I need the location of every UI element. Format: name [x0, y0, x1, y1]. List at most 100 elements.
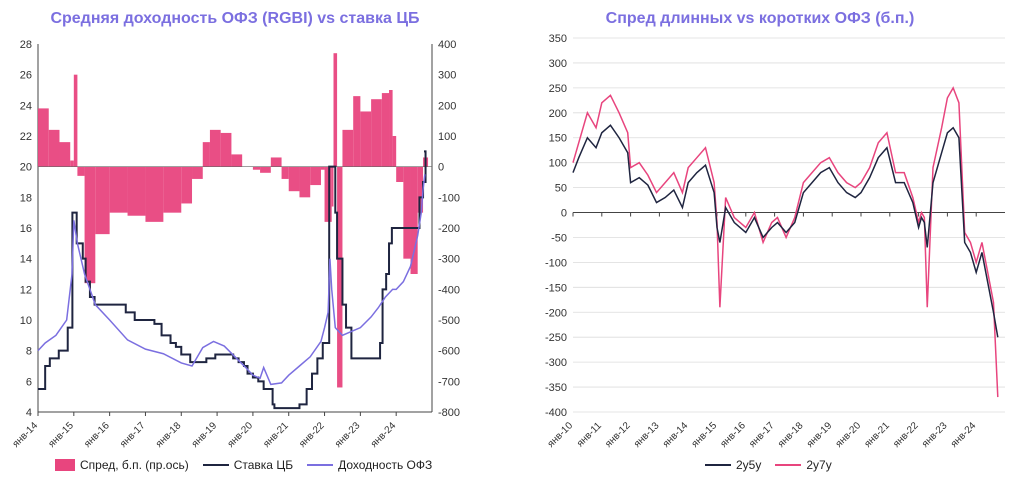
spread-2y7y-line — [572, 86, 999, 398]
y-tick-label: 4 — [26, 407, 32, 419]
x-tick-label: янв-24 — [369, 420, 399, 450]
spread-bar — [337, 166, 343, 388]
y-tick-label: -200 — [545, 307, 567, 319]
spread-bar — [95, 166, 110, 235]
legend-label-ofz-yield: Доходность ОФЗ — [338, 458, 433, 472]
spread-bar — [299, 166, 311, 198]
x-tick-label: янв-15 — [46, 420, 76, 450]
y2-tick-label: -100 — [438, 192, 460, 204]
right-chart-svg: 350 300 250 200 150 100 50 0 -50 -100 -150 -200 -250… — [545, 33, 1005, 450]
y-tick-label: 22 — [20, 131, 32, 143]
y-tick-label: -100 — [545, 257, 567, 269]
x-tick-label: янв-16 — [82, 420, 112, 450]
x-tick-label: янв-18 — [154, 420, 184, 450]
spread-bar — [77, 166, 85, 176]
spread-bar — [48, 129, 60, 167]
y-tick-label: 12 — [20, 284, 32, 296]
y-tick-label: -300 — [545, 357, 567, 369]
right-chart-panel: Спред длинных vs коротких ОФЗ (б.п.) 350… — [505, 0, 1015, 483]
y-tick-label: 6 — [26, 376, 32, 388]
left-legend: Спред, б.п. (пр.ось) Ставка ЦБ Доходност… — [55, 458, 446, 472]
y-tick-label: 200 — [549, 108, 567, 120]
y2-tick-label: -600 — [438, 346, 460, 358]
y2-tick-label: -200 — [438, 223, 460, 235]
y2-tick-label: 0 — [438, 162, 444, 174]
y-tick-label: -50 — [551, 232, 567, 244]
legend-swatch-2y7y — [775, 464, 802, 466]
y-tick-label: 24 — [20, 100, 32, 112]
spread-bar — [371, 99, 382, 167]
x-tick-label: янв-24 — [949, 420, 979, 450]
x-tick-label: янв-15 — [690, 420, 720, 450]
right-legend: 2у5у 2у7у — [705, 458, 846, 472]
spread-bar — [70, 160, 74, 167]
spread-bar — [392, 136, 397, 167]
spread-bar — [389, 90, 393, 167]
y2-tick-label: 300 — [438, 70, 456, 82]
spread-bar — [163, 166, 182, 213]
spread-bar — [403, 166, 411, 259]
spread-bar — [353, 96, 361, 167]
y-tick-label: -150 — [545, 282, 567, 294]
legend-label-key-rate: Ставка ЦБ — [233, 458, 294, 472]
y2-tick-label: 200 — [438, 100, 456, 112]
legend-label-2y5y: 2у5у — [736, 458, 762, 472]
spread-bar — [310, 166, 321, 186]
spread-bar — [202, 142, 210, 167]
y-tick-label: -400 — [545, 407, 567, 419]
right-chart-title: Спред длинных vs коротких ОФЗ (б.п.) — [605, 10, 915, 27]
spread-bar — [324, 166, 332, 222]
spread-bar — [260, 166, 271, 173]
x-tick-label: янв-22 — [297, 420, 327, 450]
y-tick-label: 20 — [20, 162, 32, 174]
legend-swatch-spread — [55, 459, 75, 471]
x-tick-label: янв-19 — [190, 420, 220, 450]
y-tick-label: 250 — [549, 83, 567, 95]
spread-bar — [396, 166, 404, 182]
legend-label-spread: Спред, б.п. (пр.ось) — [80, 458, 189, 472]
legend-item-key-rate: Ставка ЦБ — [202, 458, 294, 472]
x-tick-label: янв-23 — [333, 420, 363, 450]
x-tick-label: янв-10 — [546, 420, 576, 450]
y2-tick-label: 100 — [438, 131, 456, 143]
spread-bar — [331, 166, 334, 207]
spread-bar — [73, 74, 78, 167]
x-tick-label: янв-21 — [261, 420, 291, 450]
spread-bar — [84, 166, 96, 284]
x-tick-label: янв-12 — [603, 420, 633, 450]
left-chart-panel: Средняя доходность ОФЗ (RGBI) vs ставка … — [0, 0, 470, 483]
x-tick-label: янв-14 — [11, 420, 41, 450]
spread-2y5y-line — [572, 124, 999, 338]
y2-tick-label: -800 — [438, 407, 460, 419]
y-tick-label: 10 — [20, 315, 32, 327]
x-tick-label: янв-20 — [226, 420, 256, 450]
y2-tick-label: -400 — [438, 284, 460, 296]
spread-bar — [320, 166, 325, 170]
y2-tick-label: -500 — [438, 315, 460, 327]
x-tick-label: янв-13 — [632, 420, 662, 450]
x-tick-label: янв-17 — [747, 420, 777, 450]
y-tick-label: 14 — [20, 254, 32, 266]
x-tick-label: янв-16 — [718, 420, 748, 450]
legend-item-ofz-yield: Доходность ОФЗ — [307, 458, 432, 472]
y2-tick-label: 400 — [438, 39, 456, 51]
x-tick-label: янв-11 — [575, 420, 604, 449]
y-tick-label: -350 — [545, 382, 567, 394]
spread-bar — [333, 53, 338, 167]
y-tick-label: 300 — [549, 58, 567, 70]
x-tick-label: янв-18 — [776, 420, 806, 450]
legend-item-2y7y: 2у7у — [775, 458, 832, 472]
spread-bar — [145, 166, 164, 222]
spread-bar — [192, 166, 203, 179]
spread-bar — [181, 166, 193, 204]
y-tick-label: 18 — [20, 192, 32, 204]
y-tick-label: 8 — [26, 346, 32, 358]
left-chart-title: Средняя доходность ОФЗ (RGBI) vs ставка … — [50, 10, 420, 27]
legend-swatch-key-rate — [202, 464, 229, 466]
y-tick-label: 350 — [549, 33, 567, 45]
spread-bar — [231, 154, 243, 167]
spread-bar — [252, 166, 261, 170]
y-tick-label: 28 — [20, 39, 32, 51]
legend-label-2y7y: 2у7у — [806, 458, 832, 472]
y-tick-label: 26 — [20, 70, 32, 82]
